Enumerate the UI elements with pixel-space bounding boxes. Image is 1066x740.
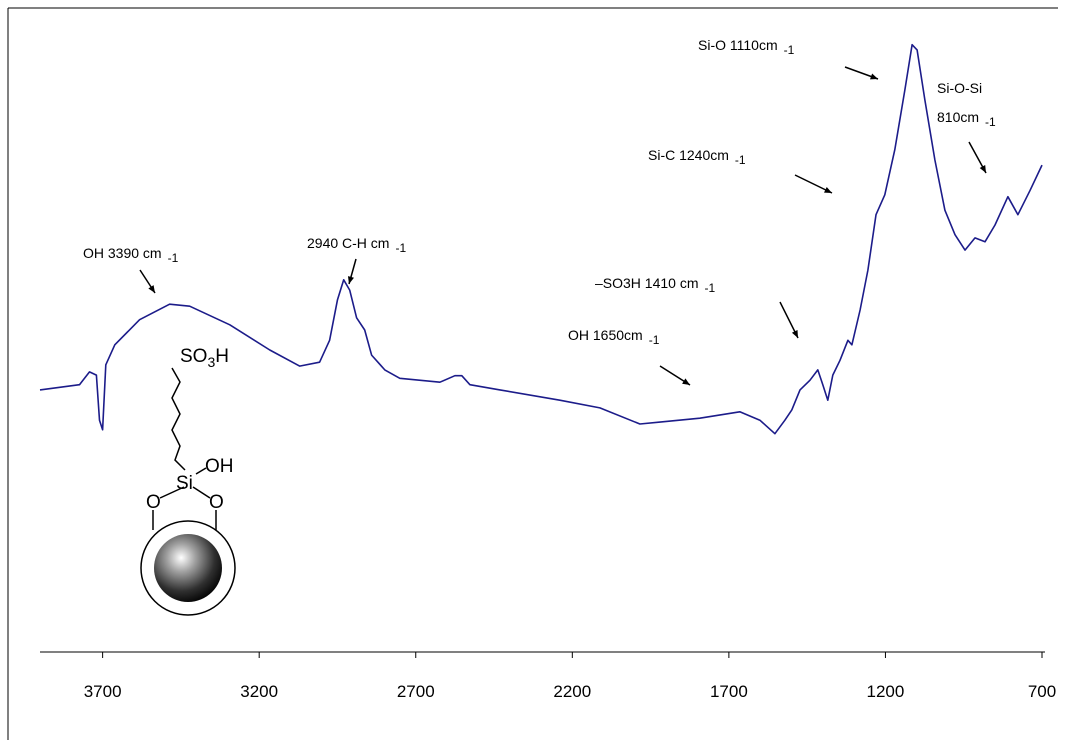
annotation-arrowhead (148, 285, 155, 293)
chain (171, 367, 186, 471)
bond (195, 467, 207, 475)
structure-label: OH (205, 456, 234, 477)
x-tick-label: 2700 (397, 682, 435, 701)
structure-label: Si (176, 473, 193, 494)
annotation-arrowhead (682, 378, 690, 385)
annotation-text: Si-O 1110cm (698, 37, 778, 53)
annotation-suffix: -1 (985, 115, 996, 129)
annotation-suffix: -1 (705, 281, 716, 295)
annotation-suffix: -1 (649, 333, 660, 347)
annotation-text: –SO3H 1410 cm (595, 275, 699, 291)
annotation-text: OH 1650cm (568, 327, 643, 343)
x-tick-label: 3700 (84, 682, 122, 701)
annotation-text: Si-O-Si (937, 80, 982, 96)
annotation: 810cm -1 (937, 109, 996, 129)
x-tick-label: 1200 (867, 682, 905, 701)
annotation: Si-C 1240cm -1 (648, 147, 746, 167)
structure-label: SO3H (180, 346, 229, 370)
particle-shell (140, 520, 236, 616)
annotation-suffix: -1 (735, 153, 746, 167)
annotation-suffix: -1 (395, 241, 406, 255)
annotation-arrowhead (870, 73, 878, 80)
annotation-arrowhead (979, 165, 986, 173)
structure-label: H (215, 346, 229, 367)
annotation-text: Si-C 1240cm (648, 147, 729, 163)
annotation: 2940 C-H cm -1 (307, 235, 406, 255)
annotation-arrowhead (791, 330, 798, 338)
bond (159, 486, 185, 499)
structure-label: O (146, 492, 161, 513)
annotation: Si-O 1110cm -1 (698, 37, 795, 57)
annotation: Si-O-Si (937, 80, 982, 96)
structure-label: SO (180, 346, 207, 367)
bond (192, 486, 211, 499)
annotation: –SO3H 1410 cm -1 (595, 275, 715, 295)
x-tick-label: 3200 (240, 682, 278, 701)
structure (140, 367, 236, 616)
x-tick-label: 700 (1028, 682, 1056, 701)
x-tick-label: 1700 (710, 682, 748, 701)
annotation-arrowhead (347, 276, 354, 284)
spectrum-line (39, 43, 1043, 435)
annotation-suffix: -1 (784, 43, 795, 57)
annotation-text: OH 3390 cm (83, 245, 162, 261)
annotation-suffix: -1 (168, 251, 179, 265)
annotation-text: 810cm (937, 109, 979, 125)
particle-core (154, 534, 222, 602)
structure-label: 3 (207, 354, 215, 370)
structure-label: O (209, 492, 224, 513)
annotation: OH 3390 cm -1 (83, 245, 179, 265)
annotation: OH 1650cm -1 (568, 327, 660, 347)
annotation-arrowhead (824, 186, 832, 193)
annotation-text: 2940 C-H cm (307, 235, 389, 251)
x-tick-label: 2200 (553, 682, 591, 701)
